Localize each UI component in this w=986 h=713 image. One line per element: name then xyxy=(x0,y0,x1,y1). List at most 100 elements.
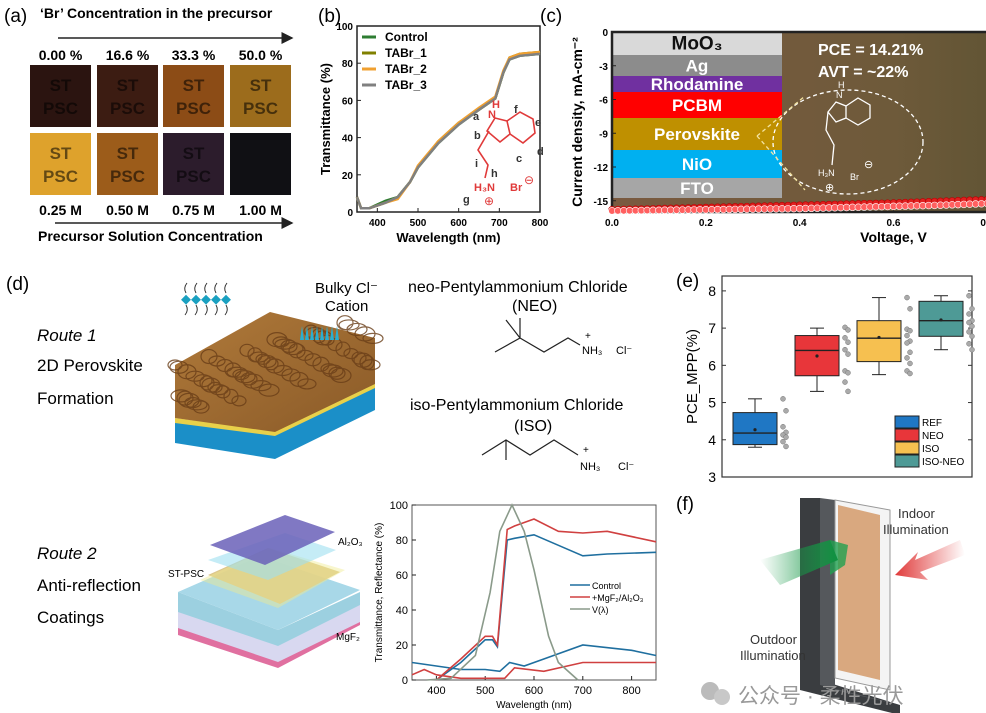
mol-label-a: a xyxy=(473,111,480,123)
mol-c-minus: ⊖ xyxy=(864,159,873,171)
grain xyxy=(255,353,271,365)
jv-point xyxy=(983,200,986,208)
x-tick-label: 500 xyxy=(476,685,494,697)
mol-label-b: b xyxy=(474,130,481,142)
legend-label: TABr_1 xyxy=(385,46,427,60)
legend-label: REF xyxy=(922,418,942,429)
data-point xyxy=(845,339,851,346)
grain xyxy=(272,336,290,348)
tile-text-psc: PSC xyxy=(243,99,278,118)
al2o3-label: Al₂O₃ xyxy=(338,537,363,548)
route2-line2: Coatings xyxy=(37,608,104,627)
panel-label-b: (b) xyxy=(318,6,341,27)
cation-tail xyxy=(184,282,188,294)
neo-nh3: NH₃ xyxy=(582,345,602,357)
series-line xyxy=(435,518,657,681)
psc-tile xyxy=(97,65,158,127)
tile-text-st: ST xyxy=(183,144,205,163)
cation-spike xyxy=(325,326,329,340)
y-tick-label: 80 xyxy=(396,535,408,547)
grain xyxy=(273,364,293,377)
data-point xyxy=(783,407,789,414)
layer-1 xyxy=(612,55,782,76)
iso-name: iso-Pentylammonium Chloride xyxy=(410,397,624,414)
diamond-cation xyxy=(221,294,231,305)
y-tick-label: 0 xyxy=(602,28,608,39)
series-line xyxy=(435,533,657,681)
bulky-cation-label-1: Bulky Cl⁻ xyxy=(315,280,378,297)
psc-tile xyxy=(30,133,91,195)
panel-a: ‘Br’ Concentration in the precursor 0.00… xyxy=(30,5,294,244)
panel-label-f: (f) xyxy=(676,494,694,515)
mol-label-h: h xyxy=(491,168,498,180)
cation-tail xyxy=(184,304,188,316)
mean-marker xyxy=(939,318,943,322)
data-point xyxy=(780,438,786,445)
data-point xyxy=(904,294,910,301)
mol-label-c: c xyxy=(516,153,522,165)
molarity-label: 0.75 M xyxy=(172,202,215,218)
molarity-label: 0.50 M xyxy=(106,202,149,218)
plot-frame xyxy=(356,25,541,213)
grain xyxy=(353,352,373,368)
cation-spike xyxy=(310,326,314,340)
diamond-cation xyxy=(211,294,221,305)
y-tick-label: 20 xyxy=(396,640,408,652)
data-point xyxy=(969,333,975,340)
br-percent-label: 0.00 % xyxy=(39,47,83,63)
watermark-text: 公众号 · 柔性光伏 xyxy=(738,685,904,708)
panel-c-chart: 0.00.20.40.60.81.01.20-3-6-9-12-15Voltag… xyxy=(569,28,986,245)
x-tick-label: 0.0 xyxy=(605,218,619,229)
psc-tile xyxy=(163,133,224,195)
cation-spike xyxy=(335,326,339,340)
x-tick-label: 800 xyxy=(622,685,640,697)
mol-b-nh: N xyxy=(488,109,496,121)
indoor-label-1: Indoor xyxy=(898,506,936,521)
y-tick-label: 5 xyxy=(708,395,716,411)
psc-tile xyxy=(30,65,91,127)
legend-label: Control xyxy=(385,30,428,44)
x-tick-label: 600 xyxy=(525,685,543,697)
route2-line1: Anti-reflection xyxy=(37,576,141,595)
grain xyxy=(223,388,239,404)
data-point xyxy=(845,351,851,357)
iso-cl: Cl⁻ xyxy=(618,461,634,473)
data-point xyxy=(969,323,975,329)
psc-tile xyxy=(163,65,224,127)
mol-c-plus: ⊕ xyxy=(825,182,834,194)
layer-label: NiO xyxy=(682,155,712,174)
grain xyxy=(207,381,223,393)
window-frame-illustration xyxy=(760,498,965,713)
br-percent-label: 33.3 % xyxy=(172,47,216,63)
cation-spike xyxy=(330,326,334,340)
grain xyxy=(200,348,218,365)
panel-e-chart: 3 4 5 6 7 8 PCE_MPP(%) REF NEO ISO ISO-NEO xyxy=(684,275,975,485)
y-tick-label: -6 xyxy=(599,96,608,107)
grain xyxy=(338,319,360,331)
layer-label: FTO xyxy=(680,179,714,198)
layer-2 xyxy=(612,76,782,92)
y-tick-label: 20 xyxy=(342,171,354,182)
y-tick-label: -15 xyxy=(594,197,609,208)
y-tick-label: 0 xyxy=(347,208,353,219)
grain xyxy=(362,332,384,344)
tile-text-st: ST xyxy=(50,144,72,163)
diamond-cation xyxy=(191,294,201,305)
grain xyxy=(250,380,272,392)
layer-label: Perovskite xyxy=(654,125,740,144)
data-point xyxy=(845,388,851,395)
mol-label-d: d xyxy=(537,146,544,158)
st-psc-label: ST-PSC xyxy=(168,569,204,580)
y-tick-label: 80 xyxy=(342,59,354,70)
panel-label-c: (c) xyxy=(540,6,562,27)
route1-line1: 2D Perovskite xyxy=(37,356,143,375)
data-point xyxy=(842,379,848,385)
perovskite-film-schematic xyxy=(167,312,384,459)
data-point xyxy=(907,370,913,377)
grain xyxy=(335,341,351,357)
panel-label-a: (a) xyxy=(4,6,27,27)
grain xyxy=(231,395,247,407)
data-point xyxy=(783,443,789,450)
y-axis-label: Transmittance (%) xyxy=(318,63,333,175)
legend-swatch xyxy=(894,441,920,455)
